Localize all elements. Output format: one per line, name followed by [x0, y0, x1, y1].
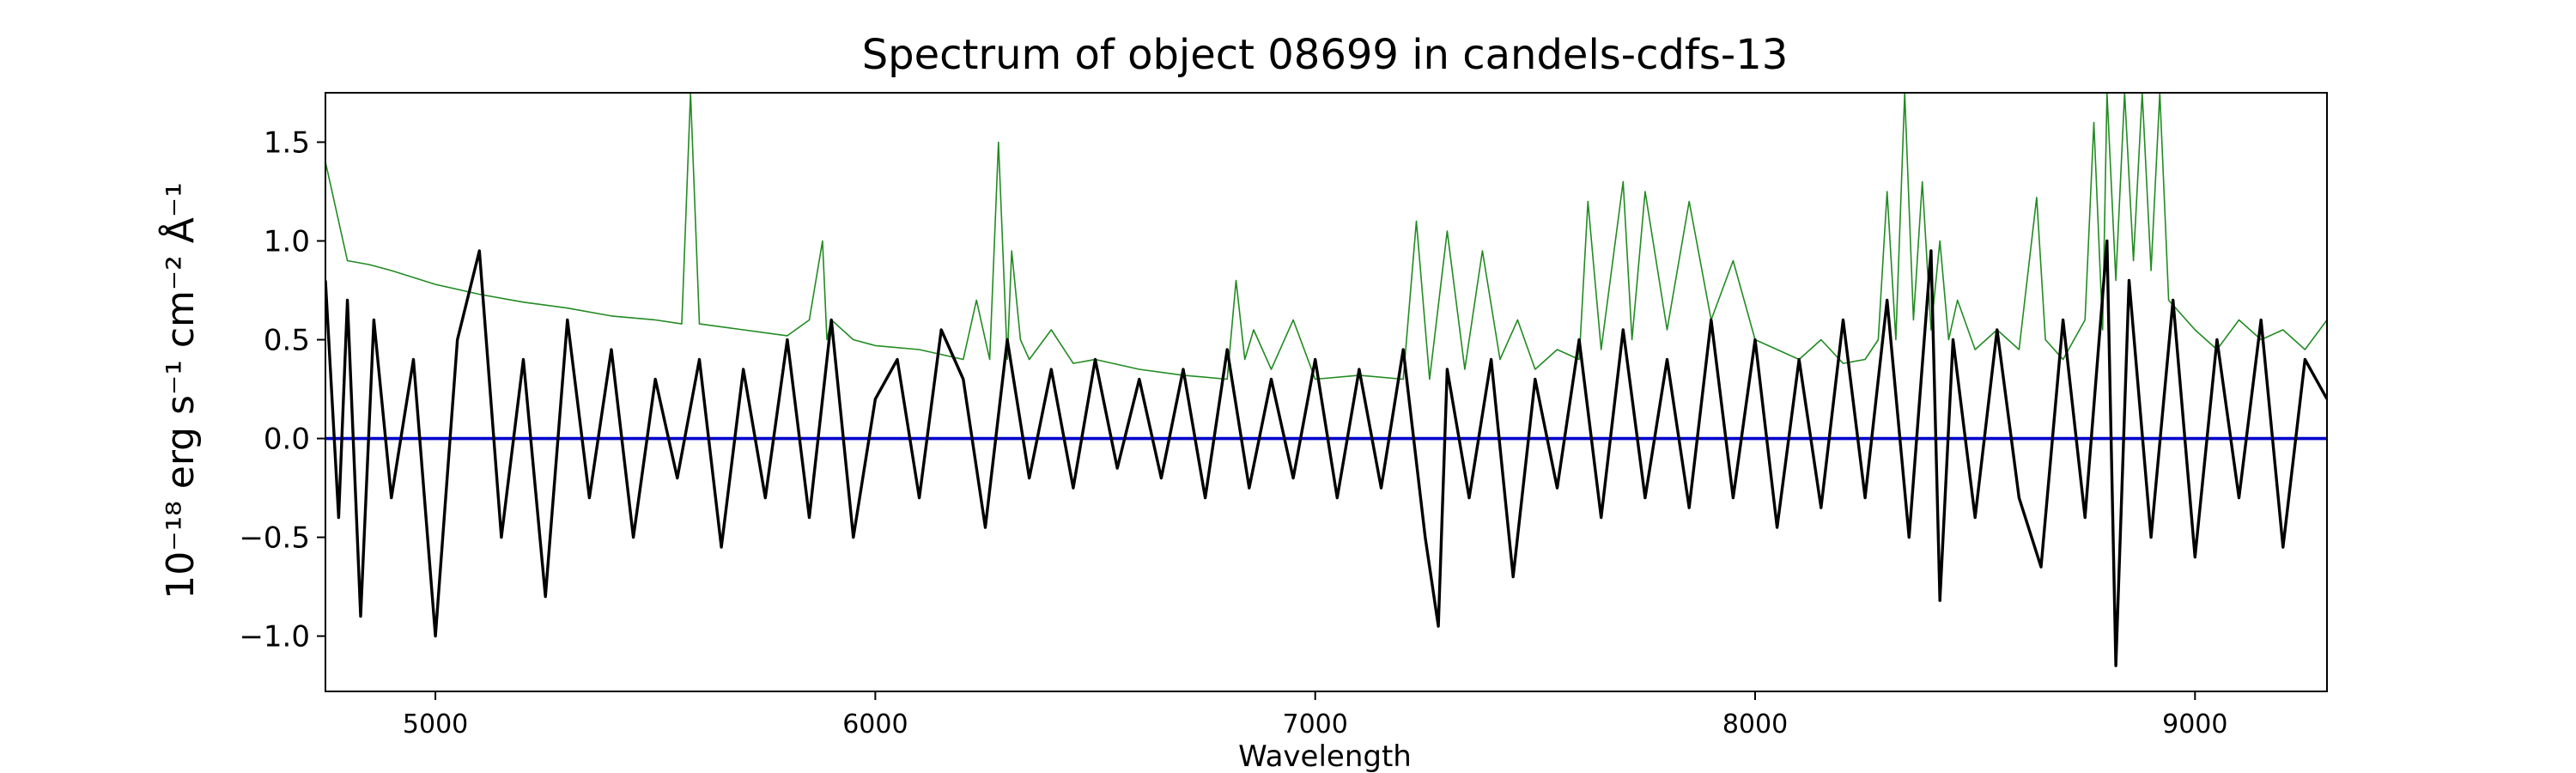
y-axis-ticks: −1.0 −0.5 0.0 0.5 1.0 1.5 — [239, 126, 325, 654]
chart-title: Spectrum of object 08699 in candels-cdfs… — [862, 31, 1789, 79]
y-tick-label: 1.5 — [264, 126, 310, 161]
x-tick-label: 8000 — [1722, 709, 1788, 740]
x-tick-label: 6000 — [842, 709, 908, 740]
flux-series-line — [325, 239, 2327, 667]
x-tick-label: 7000 — [1283, 709, 1348, 740]
y-axis-label: 10⁻¹⁸ erg s⁻¹ cm⁻² Å⁻¹ — [157, 182, 203, 599]
y-tick-label: −1.0 — [239, 620, 310, 654]
noise-series-line — [325, 93, 2327, 380]
x-axis-ticks: 5000 6000 7000 8000 9000 — [403, 691, 2227, 740]
y-tick-label: 0.0 — [264, 423, 310, 457]
x-tick-label: 9000 — [2162, 709, 2227, 740]
y-tick-label: 1.0 — [264, 225, 310, 259]
plot-area — [325, 93, 2327, 667]
x-tick-label: 5000 — [403, 709, 468, 740]
plot-frame — [325, 92, 2328, 692]
x-axis-label: Wavelength — [1238, 740, 1412, 773]
y-tick-label: 0.5 — [264, 324, 310, 358]
y-tick-label: −0.5 — [239, 521, 310, 556]
